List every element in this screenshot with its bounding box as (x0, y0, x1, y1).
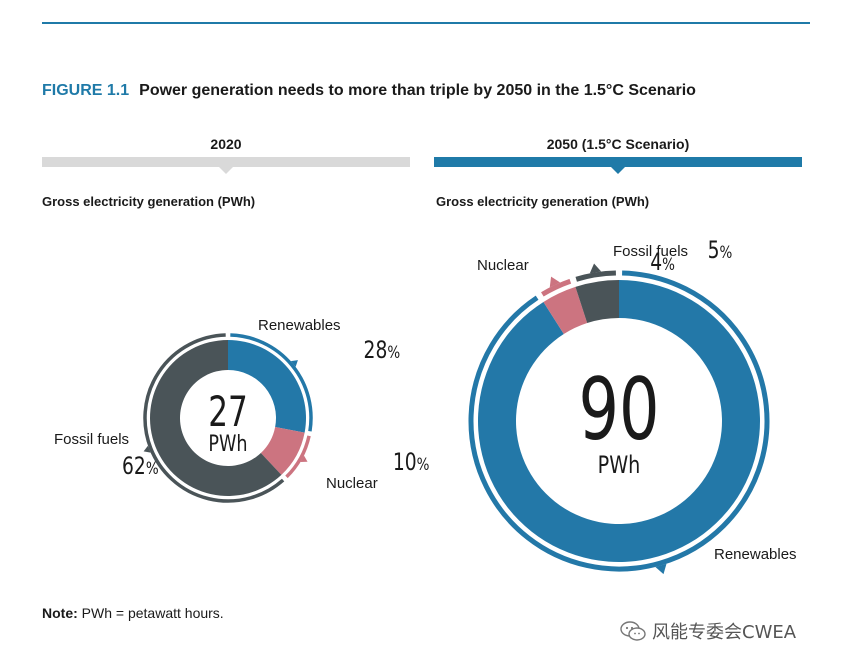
slice-2050-nuclear (543, 286, 588, 335)
panel-bar-2020 (42, 157, 410, 174)
slice-pct-2020-nuclear-value: 10 (393, 449, 417, 477)
slice-pct-2020-fossil-fuels-value: 62 (122, 453, 146, 481)
pointer-2050-nuclear (549, 276, 561, 288)
slice-pct-2050-fossil-fuels: 5% (708, 237, 733, 265)
slice-pct-2050-fossil-fuels-value: 5 (708, 237, 720, 265)
slice-pct-2020-fossil-fuels-percent-sign: % (146, 458, 159, 478)
bracket-2020-nuclear (285, 435, 311, 479)
slice-name-2020-fossil-fuels: Fossil fuels (54, 431, 129, 448)
slice-pct-2050-fossil-fuels-percent-sign: % (720, 242, 733, 262)
slice-name-2050-fossil-fuels: Fossil fuels (613, 243, 688, 260)
slice-pct-2050-nuclear-value: 4 (650, 249, 662, 277)
total-value-2050: 90 (579, 359, 660, 459)
bracket-2050-renewables (468, 270, 770, 572)
slice-pct-2050-nuclear: 4% (650, 249, 675, 277)
panel-title-2020: 2020 (210, 136, 242, 152)
note-label: Note: (42, 605, 78, 621)
pointer-2020-nuclear (300, 455, 308, 463)
watermark-text: 风能专委会CWEA (652, 622, 797, 643)
bracket-2050-nuclear (541, 278, 572, 297)
slice-2020-fossil-fuels (150, 340, 282, 497)
total-unit-2050: PWh (598, 452, 641, 480)
bracket-2050-fossil-fuels (575, 270, 616, 282)
figure-number: FIGURE 1.1 (42, 82, 130, 99)
subtitle-2050: Gross electricity generation (PWh) (436, 194, 650, 209)
panel-bar-2050 (434, 157, 802, 174)
watermark: 风能专委会CWEA (620, 618, 796, 644)
slice-name-2020-nuclear: Nuclear (326, 475, 378, 492)
slice-pct-2050-nuclear-percent-sign: % (662, 254, 675, 274)
total-unit-2020: PWh (208, 431, 247, 456)
slice-pct-2020-nuclear-percent-sign: % (417, 454, 430, 474)
slice-pct-2020-renewables-value: 28 (364, 337, 388, 365)
slice-2020-nuclear (260, 426, 305, 475)
note-text: PWh = petawatt hours. (77, 605, 224, 621)
pointer-2020-renewables (290, 360, 298, 367)
subtitle-2020: Gross electricity generation (PWh) (42, 194, 256, 209)
pointer-2050-fossil-fuels (589, 263, 602, 274)
slice-name-2050-renewables: Renewables (714, 546, 797, 563)
figure-title: FIGURE 1.1 Power generation needs to more… (42, 82, 696, 100)
pointer-2020-fossil-fuels (143, 445, 151, 453)
bracket-2020-renewables (230, 333, 313, 432)
slice-pct-2020-renewables: 28% (364, 337, 401, 365)
pointer-2050-renewables (655, 563, 667, 575)
bracket-2020-fossil-fuels (143, 333, 285, 503)
slice-pct-2020-fossil-fuels: 62% (122, 453, 159, 481)
figure-title-text: Power generation needs to more than trip… (139, 82, 696, 99)
slice-name-2020-renewables: Renewables (258, 317, 341, 334)
total-value-2020: 27 (208, 387, 248, 436)
slice-2050-fossil-fuels (575, 280, 619, 324)
slice-pct-2020-nuclear: 10% (393, 449, 430, 477)
slice-name-2050-nuclear: Nuclear (477, 257, 529, 274)
top-rule (42, 22, 810, 24)
note: Note: PWh = petawatt hours. (42, 605, 224, 621)
slice-pct-2020-renewables-percent-sign: % (387, 342, 400, 362)
slice-2020-renewables (228, 340, 306, 433)
panel-title-2050: 2050 (1.5°C Scenario) (546, 136, 690, 152)
wechat-icon (620, 621, 646, 641)
